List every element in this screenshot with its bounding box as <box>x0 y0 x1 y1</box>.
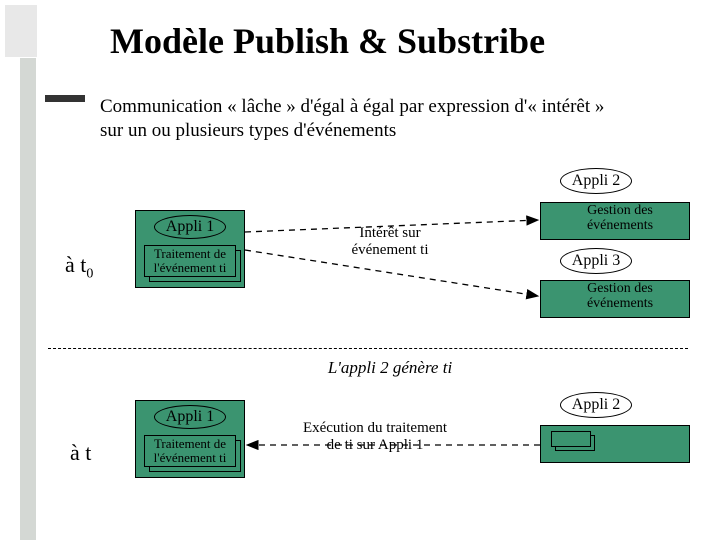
time-label-t: à t <box>70 440 91 466</box>
appli1-ellipse-bottom: Appli 1 <box>154 405 226 429</box>
appli1-inner-label-top: Traitement de l'événement ti <box>145 247 235 276</box>
appli1-box-bottom: Appli 1 Traitement de l'événement ti <box>135 400 245 478</box>
page-title: Modèle Publish & Substribe <box>110 20 545 62</box>
sidebar-divider <box>45 95 85 102</box>
gest3-label: Gestion des événements <box>570 281 670 312</box>
appli2-label-top: Appli 2 <box>572 172 620 190</box>
appli2-ellipse-bottom: Appli 2 <box>560 392 632 418</box>
appli1-inner-top: Traitement de l'événement ti <box>144 245 236 277</box>
center-event-label: L'appli 2 génère ti <box>290 358 490 378</box>
appli1-label-top: Appli 1 <box>166 218 214 236</box>
appli2-ellipse-top: Appli 2 <box>560 168 632 194</box>
appli1-ellipse-top: Appli 1 <box>154 215 226 239</box>
appli1-inner-bottom: Traitement de l'événement ti <box>144 435 236 467</box>
logo-placeholder <box>5 5 37 57</box>
appli1-box-top: Appli 1 Traitement de l'événement ti <box>135 210 245 288</box>
page-subtitle: Communication « lâche » d'égal à égal pa… <box>100 95 620 143</box>
appli1-inner-label-bottom: Traitement de l'événement ti <box>145 437 235 466</box>
appli3-ellipse: Appli 3 <box>560 248 632 274</box>
appli2-box-bottom <box>540 425 690 463</box>
appli3-label: Appli 3 <box>572 252 620 270</box>
gest2-label: Gestion des événements <box>570 203 670 234</box>
appli2-label-bottom: Appli 2 <box>572 396 620 414</box>
time-label-t0: à t0 <box>65 252 93 282</box>
sidebar-stripe <box>20 58 36 540</box>
separator-line <box>48 348 688 349</box>
exec-label: Exécution du traitement de ti sur Appli … <box>300 420 450 455</box>
interest-label: Intérêt sur événement ti <box>330 225 450 260</box>
appli1-label-bottom: Appli 1 <box>166 408 214 426</box>
